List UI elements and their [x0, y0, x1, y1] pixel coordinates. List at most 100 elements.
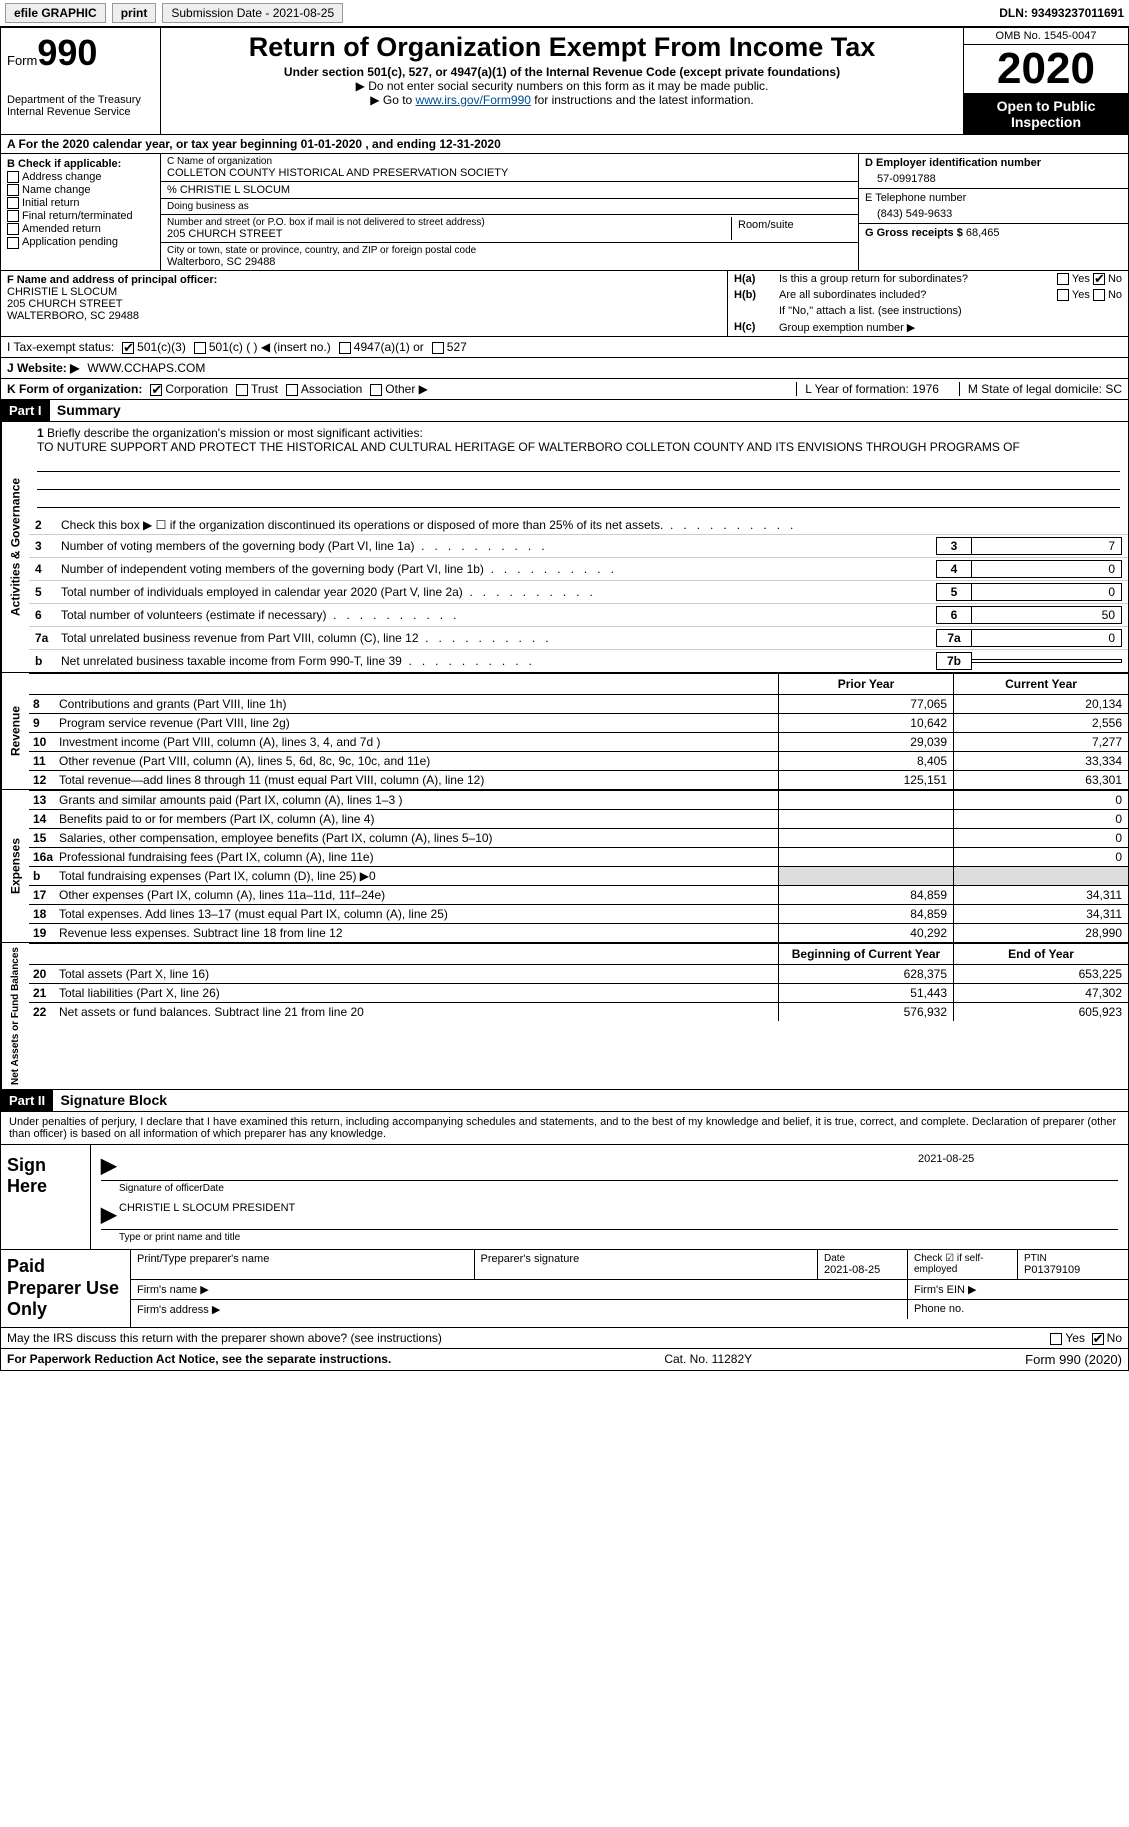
tab-expenses: Expenses — [1, 790, 29, 942]
cb-address-change[interactable]: Address change — [7, 171, 154, 183]
ha-label: H(a) — [734, 273, 779, 285]
row-j-website: J Website: ▶ WWW.CCHAPS.COM — [0, 358, 1129, 379]
part2-header: Part II Signature Block — [0, 1090, 1129, 1112]
cb-application-pending[interactable]: Application pending — [7, 236, 154, 248]
dln-label: DLN: 93493237011691 — [999, 6, 1124, 20]
efile-graphic-button[interactable]: efile GRAPHIC — [5, 3, 106, 23]
section-revenue: Revenue Prior Year Current Year 8Contrib… — [0, 673, 1129, 790]
table-row: 17Other expenses (Part IX, column (A), l… — [29, 885, 1128, 904]
header-mid: Return of Organization Exempt From Incom… — [161, 28, 963, 134]
summary-line: 2Check this box ▶ ☐ if the organization … — [29, 516, 1128, 534]
org-name-label: C Name of organization — [167, 156, 852, 167]
form-subtitle: Under section 501(c), 527, or 4947(a)(1)… — [169, 65, 955, 79]
part1-label: Part I — [1, 400, 50, 421]
note-goto: ▶ Go to www.irs.gov/Form990 for instruct… — [169, 93, 955, 107]
table-row: 16aProfessional fundraising fees (Part I… — [29, 847, 1128, 866]
tax-period: A For the 2020 calendar year, or tax yea… — [0, 135, 1129, 154]
mission-text: TO NUTURE SUPPORT AND PROTECT THE HISTOR… — [37, 440, 1020, 454]
website-value: WWW.CCHAPS.COM — [87, 361, 205, 375]
section-net-assets: Net Assets or Fund Balances Beginning of… — [0, 943, 1129, 1090]
row-k-form-org: K Form of organization: Corporation Trus… — [0, 379, 1129, 400]
form990-link[interactable]: www.irs.gov/Form990 — [416, 93, 531, 107]
part2-label: Part II — [1, 1090, 53, 1111]
hb-text: Are all subordinates included? — [779, 289, 1057, 301]
form-title: Return of Organization Exempt From Incom… — [169, 32, 955, 63]
city-state-zip: Walterboro, SC 29488 — [167, 256, 852, 268]
paid-preparer-block: Paid Preparer Use Only Print/Type prepar… — [0, 1250, 1129, 1328]
discuss-text: May the IRS discuss this return with the… — [7, 1331, 442, 1345]
open-to-public: Open to Public Inspection — [964, 94, 1128, 134]
box-b-label: B Check if applicable: — [7, 158, 154, 170]
table-row: 10Investment income (Part VIII, column (… — [29, 732, 1128, 751]
firm-name-label: Firm's name ▶ — [131, 1280, 908, 1299]
box-b: B Check if applicable: Address change Na… — [1, 154, 161, 270]
officer-typed-name: CHRISTIE L SLOCUM PRESIDENT — [119, 1202, 1118, 1227]
header-right: OMB No. 1545-0047 2020 Open to Public In… — [963, 28, 1128, 134]
hb-yesno: Yes No — [1057, 289, 1122, 301]
officer-label: F Name and address of principal officer: — [7, 274, 721, 286]
typed-name-label: Type or print name and title — [101, 1232, 1118, 1243]
sign-date-value: 2021-08-25 — [918, 1153, 1118, 1178]
cb-trust[interactable]: Trust — [236, 382, 278, 396]
officer-addr2: WALTERBORO, SC 29488 — [7, 310, 721, 322]
table-row: 19Revenue less expenses. Subtract line 1… — [29, 923, 1128, 942]
cb-corporation[interactable]: Corporation — [150, 382, 228, 396]
cb-other[interactable]: Other ▶ — [370, 382, 428, 396]
signature-declaration: Under penalties of perjury, I declare th… — [0, 1112, 1129, 1145]
cb-501c3[interactable]: 501(c)(3) — [122, 340, 186, 354]
summary-line: bNet unrelated business taxable income f… — [29, 649, 1128, 672]
discuss-row: May the IRS discuss this return with the… — [0, 1328, 1129, 1349]
prep-date-value: 2021-08-25 — [824, 1264, 901, 1276]
table-row: bTotal fundraising expenses (Part IX, co… — [29, 866, 1128, 885]
dept-treasury: Department of the Treasury — [7, 94, 154, 106]
cb-name-change[interactable]: Name change — [7, 184, 154, 196]
block-fh: F Name and address of principal officer:… — [0, 271, 1129, 337]
sig-date-label: Date — [203, 1183, 224, 1194]
table-row: 12Total revenue—add lines 8 through 11 (… — [29, 770, 1128, 789]
omb-number: OMB No. 1545-0047 — [964, 28, 1128, 45]
tab-revenue: Revenue — [1, 673, 29, 789]
tab-net-assets: Net Assets or Fund Balances — [1, 943, 29, 1089]
part1-header: Part I Summary — [0, 400, 1129, 422]
block-bcdeg: B Check if applicable: Address change Na… — [0, 154, 1129, 271]
cb-initial-return[interactable]: Initial return — [7, 197, 154, 209]
dba-label: Doing business as — [167, 201, 852, 212]
hc-text: Group exemption number ▶ — [779, 321, 1122, 334]
cb-4947[interactable]: 4947(a)(1) or — [339, 340, 424, 354]
form-number: 990 — [37, 32, 97, 73]
table-row: 11Other revenue (Part VIII, column (A), … — [29, 751, 1128, 770]
ein-value: 57-0991788 — [865, 169, 1122, 185]
hb-note: If "No," attach a list. (see instruction… — [779, 305, 1122, 317]
sign-here-label: Sign Here — [1, 1145, 91, 1249]
cb-association[interactable]: Association — [286, 382, 362, 396]
city-label: City or town, state or province, country… — [167, 245, 852, 256]
print-button[interactable]: print — [112, 3, 157, 23]
prep-date-label: Date — [824, 1253, 901, 1264]
table-row: 18Total expenses. Add lines 13–17 (must … — [29, 904, 1128, 923]
sig-officer-label: Signature of officer — [119, 1183, 203, 1194]
dept-irs: Internal Revenue Service — [7, 106, 154, 118]
gross-receipts-label: G Gross receipts $ — [865, 227, 963, 239]
firm-ein-label: Firm's EIN ▶ — [908, 1280, 1128, 1299]
box-f: F Name and address of principal officer:… — [1, 271, 728, 336]
revenue-col-header: Prior Year Current Year — [29, 673, 1128, 694]
cb-final-return[interactable]: Final return/terminated — [7, 210, 154, 222]
table-row: 14Benefits paid to or for members (Part … — [29, 809, 1128, 828]
ein-label: D Employer identification number — [865, 157, 1122, 169]
cat-no: Cat. No. 11282Y — [664, 1352, 752, 1367]
tab-governance: Activities & Governance — [1, 422, 29, 672]
summary-line: 7aTotal unrelated business revenue from … — [29, 626, 1128, 649]
care-of: % CHRISTIE L SLOCUM — [161, 182, 858, 199]
top-bar: efile GRAPHIC print Submission Date - 20… — [0, 0, 1129, 27]
paperwork-notice: For Paperwork Reduction Act Notice, see … — [7, 1352, 391, 1367]
ptin-label: PTIN — [1024, 1253, 1122, 1264]
cb-amended-return[interactable]: Amended return — [7, 223, 154, 235]
gross-receipts-value: 68,465 — [966, 227, 1000, 239]
room-suite-label: Room/suite — [732, 217, 852, 240]
row-i-tax-exempt: I Tax-exempt status: 501(c)(3) 501(c) ( … — [0, 337, 1129, 358]
cb-527[interactable]: 527 — [432, 340, 467, 354]
self-employed-check[interactable]: Check ☑ if self-employed — [908, 1250, 1018, 1279]
firm-addr-label: Firm's address ▶ — [131, 1300, 908, 1319]
addr-label: Number and street (or P.O. box if mail i… — [167, 217, 731, 228]
cb-501c[interactable]: 501(c) ( ) ◀ (insert no.) — [194, 340, 331, 354]
